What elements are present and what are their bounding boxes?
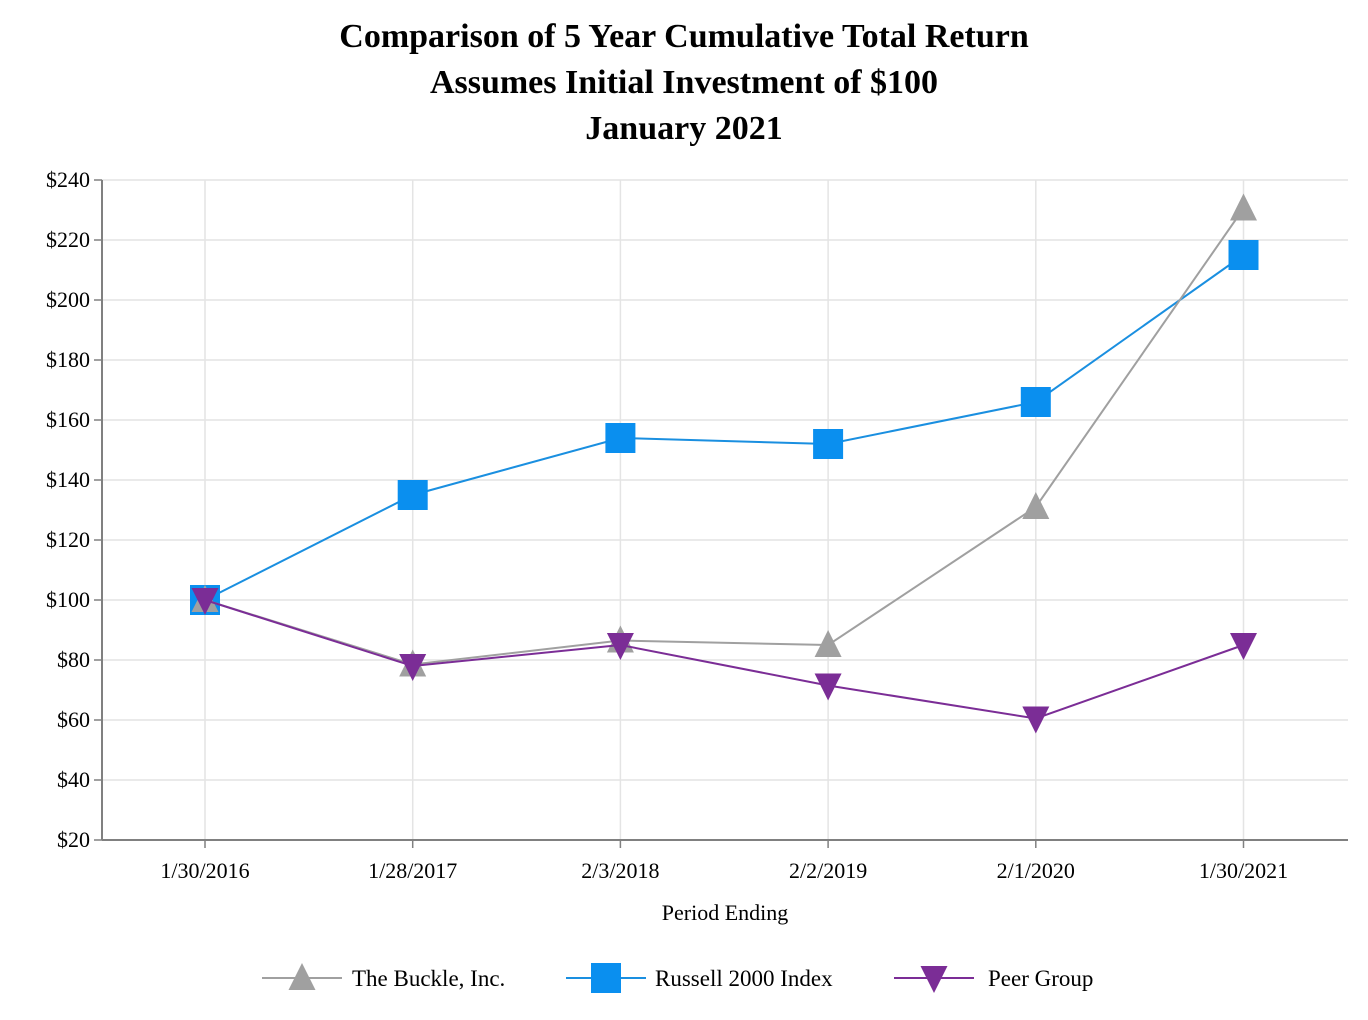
data-point-peer-group	[1022, 706, 1050, 734]
legend-marker-the-buckle-inc	[288, 963, 316, 990]
x-tick-label: 2/1/2020	[997, 858, 1075, 883]
y-tick-label: $120	[46, 527, 90, 552]
data-point-russell-2000-index	[1020, 387, 1051, 417]
x-tick-label: 1/30/2016	[160, 858, 249, 883]
legend-marker-peer-group	[920, 966, 948, 993]
chart-title-line-1: Comparison of 5 Year Cumulative Total Re…	[339, 18, 1029, 55]
series-line-the-buckle-inc	[204, 207, 1245, 666]
y-tick-label: $60	[57, 707, 90, 732]
y-tick-label: $220	[46, 227, 90, 252]
data-point-russell-2000-index	[1228, 240, 1259, 270]
x-axis-ticks: 1/30/2016 1/28/2017 2/3/2018 2/2/2019 2/1/20…	[160, 840, 1288, 883]
data-point-peer-group	[1230, 633, 1257, 660]
y-tick-label: $40	[57, 767, 90, 792]
y-tick-label: $200	[46, 287, 90, 312]
legend-label: Russell 2000 Index	[655, 966, 833, 991]
legend: The Buckle, Inc. Russell 2000 Index Peer G…	[262, 963, 1093, 993]
legend-item-the-buckle-inc: The Buckle, Inc.	[262, 963, 505, 991]
y-tick-label: $160	[46, 407, 90, 432]
data-point-russell-2000-index	[605, 423, 636, 453]
series-the-buckle-inc	[191, 193, 1257, 677]
y-tick-label: $80	[57, 647, 90, 672]
data-point-peer-group	[814, 673, 842, 701]
series-group	[190, 193, 1259, 734]
legend-label: Peer Group	[988, 966, 1093, 991]
chart-title: Comparison of 5 Year Cumulative Total Re…	[0, 14, 1368, 152]
data-point-russell-2000-index	[397, 480, 428, 510]
x-tick-label: 1/28/2017	[368, 858, 457, 883]
chart-title-line-3: January 2021	[585, 110, 783, 147]
data-point-the-buckle-inc	[1022, 492, 1050, 519]
y-tick-label: $240	[46, 167, 90, 192]
x-tick-label: 2/2/2019	[789, 858, 867, 883]
legend-item-russell-2000-index: Russell 2000 Index	[566, 963, 833, 993]
data-point-the-buckle-inc	[814, 630, 842, 657]
x-tick-label: 1/30/2021	[1199, 858, 1288, 883]
y-axis-ticks: $20 $40 $60 $80 $100 $120 $140 $160 $180 $200 $220…	[46, 167, 102, 852]
x-axis-title: Period Ending	[662, 900, 789, 925]
data-point-peer-group	[191, 588, 219, 615]
legend-marker-russell-2000-index	[591, 963, 621, 993]
series-russell-2000-index	[190, 240, 1259, 615]
grid-lines	[102, 179, 1348, 840]
y-tick-label: $180	[46, 347, 90, 372]
data-point-peer-group	[606, 633, 634, 660]
data-point-peer-group	[399, 654, 427, 681]
legend-item-peer-group: Peer Group	[894, 966, 1093, 993]
series-peer-group	[191, 588, 1257, 734]
y-tick-label: $140	[46, 467, 90, 492]
data-point-russell-2000-index	[813, 429, 844, 459]
y-tick-label: $20	[57, 827, 90, 852]
series-line-russell-2000-index	[204, 254, 1245, 601]
data-point-the-buckle-inc	[1230, 193, 1257, 221]
chart-axes	[101, 180, 1348, 841]
legend-label: The Buckle, Inc.	[352, 966, 505, 991]
series-line-peer-group	[204, 599, 1244, 720]
chart-title-line-2: Assumes Initial Investment of $100	[429, 64, 939, 101]
y-tick-label: $100	[46, 587, 90, 612]
x-tick-label: 2/3/2018	[581, 858, 659, 883]
